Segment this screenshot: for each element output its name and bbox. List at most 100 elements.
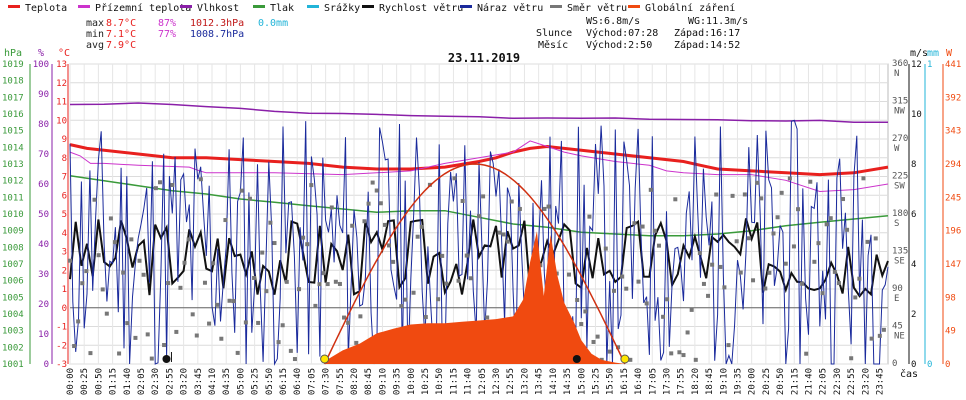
series-line-temperature [69,143,889,177]
legend-label-0: Teplota [25,3,67,14]
wind-direction-point-166 [746,236,751,241]
wind-direction-point-198 [877,333,882,338]
wind-direction-point-87 [423,315,428,320]
temperature-tick-4: 9 [62,135,67,145]
wind-direction-point-9 [104,311,109,316]
wind-direction-point-183 [816,241,821,246]
wind-direction-point-157 [710,262,715,267]
wind-direction-point-78 [387,243,392,248]
wind-direction-point-55 [292,357,297,362]
pressure-tick-5: 1014 [2,143,24,153]
x-tick-19: 07:55 [336,368,346,395]
wind-direction-point-159 [718,264,723,269]
x-tick-25: 10:25 [421,368,431,395]
wind-direction-point-26 [174,329,179,334]
humidity-tick-0: 100 [33,60,49,70]
wind-direction-point-33 [202,280,207,285]
x-tick-42: 17:30 [662,368,672,395]
wind-direction-point-149 [677,350,682,355]
wind-direction-point-46 [256,320,261,325]
wind-direction-point-8 [100,287,105,292]
wind-dir-label-3: SW [894,182,905,192]
radiation-tick-4: 245 [945,193,961,203]
pressure-tick-11: 1008 [2,243,24,253]
x-tick-33: 13:45 [535,368,545,395]
wind-direction-point-168 [755,180,760,185]
wind-direction-point-158 [714,192,719,197]
legend-label-2: Vlhkost [197,3,239,14]
moon-label: Měsíc [538,39,568,51]
series-line-wind-speed [69,218,889,298]
wind-direction-point-146 [665,297,670,302]
x-tick-49: 20:25 [762,368,772,395]
wind-dir-tick-4: 180 [892,209,908,219]
legend-swatch-0 [8,5,20,8]
temperature-tick-15: -2 [56,341,67,351]
pressure-tick-14: 1005 [2,293,24,303]
x-tick-34: 14:10 [549,368,559,395]
wind-direction-point-117 [546,204,551,209]
wind-direction-point-134 [616,345,621,350]
wind-speed-tick-5: 2 [911,310,916,320]
x-tick-46: 19:10 [719,368,729,395]
wind-direction-point-152 [689,307,694,312]
wind-direction-point-16 [133,335,138,340]
x-tick-13: 05:25 [251,368,261,395]
wind-direction-point-108 [509,199,514,204]
wind-direction-point-36 [215,302,220,307]
temperature-tick-0: 13 [56,60,67,70]
plot-area [68,102,889,366]
radiation-tick-0: 441 [945,60,961,70]
wind-direction-point-40 [231,299,236,304]
wind-direction-point-38 [223,218,228,223]
temperature-tick-7: 6 [62,191,67,201]
wind-direction-point-51 [276,340,281,345]
stat-min-press: 1008.7hPa [190,29,244,40]
wind-wg: WG:11.3m/s [688,16,748,27]
wind-direction-point-136 [624,286,629,291]
wind-speed-tick-6: 0 [911,360,916,370]
x-tick-15: 06:15 [279,368,289,395]
wind-direction-point-186 [828,216,833,221]
rain-tick-0: 1 [927,60,932,70]
wind-direction-point-97 [464,253,469,258]
temperature-tick-14: -1 [56,323,67,333]
wind-direction-point-102 [485,315,490,320]
temperature-tick-6: 7 [62,173,67,183]
wind-direction-point-145 [661,314,666,319]
humidity-tick-8: 20 [38,300,49,310]
x-tick-55: 22:55 [847,368,857,395]
wind-direction-point-128 [591,339,596,344]
radiation-tick-6: 147 [945,260,961,270]
wind-dir-label-4: S [894,219,899,229]
wind-direction-point-5 [88,351,93,356]
legend-swatch-7 [550,5,562,8]
wind-direction-point-173 [775,215,780,220]
wind-direction-point-19 [145,332,150,337]
wind-direction-point-188 [836,281,841,286]
x-tick-17: 07:05 [307,368,317,395]
humidity-tick-1: 90 [38,90,49,100]
wind-direction-point-160 [722,285,727,290]
wind-direction-point-72 [362,219,367,224]
wind-direction-point-140 [640,224,645,229]
legend-label-4: Srážky [324,2,360,14]
wind-direction-point-29 [186,237,191,242]
x-tick-12: 05:00 [236,368,246,395]
wind-direction-point-24 [166,281,171,286]
temperature-tick-10: 3 [62,248,67,258]
left-axes: 1019101810171016101510141013101210111010… [2,60,69,370]
wind-direction-point-76 [378,201,383,206]
wind-direction-point-144 [656,243,661,248]
x-tick-43: 17:55 [677,368,687,395]
wind-dir-label-7: NE [894,332,905,342]
moon-set: Západ:14:52 [674,39,740,51]
wind-direction-point-90 [436,297,441,302]
x-tick-37: 15:25 [591,368,601,395]
wind-direction-point-190 [845,227,850,232]
temperature-tick-1: 12 [56,79,67,89]
legend-swatch-8 [628,5,640,8]
wind-direction-point-27 [178,285,183,290]
pressure-tick-1: 1018 [2,77,24,87]
wind-dir-tick-0: 360 [892,59,908,69]
